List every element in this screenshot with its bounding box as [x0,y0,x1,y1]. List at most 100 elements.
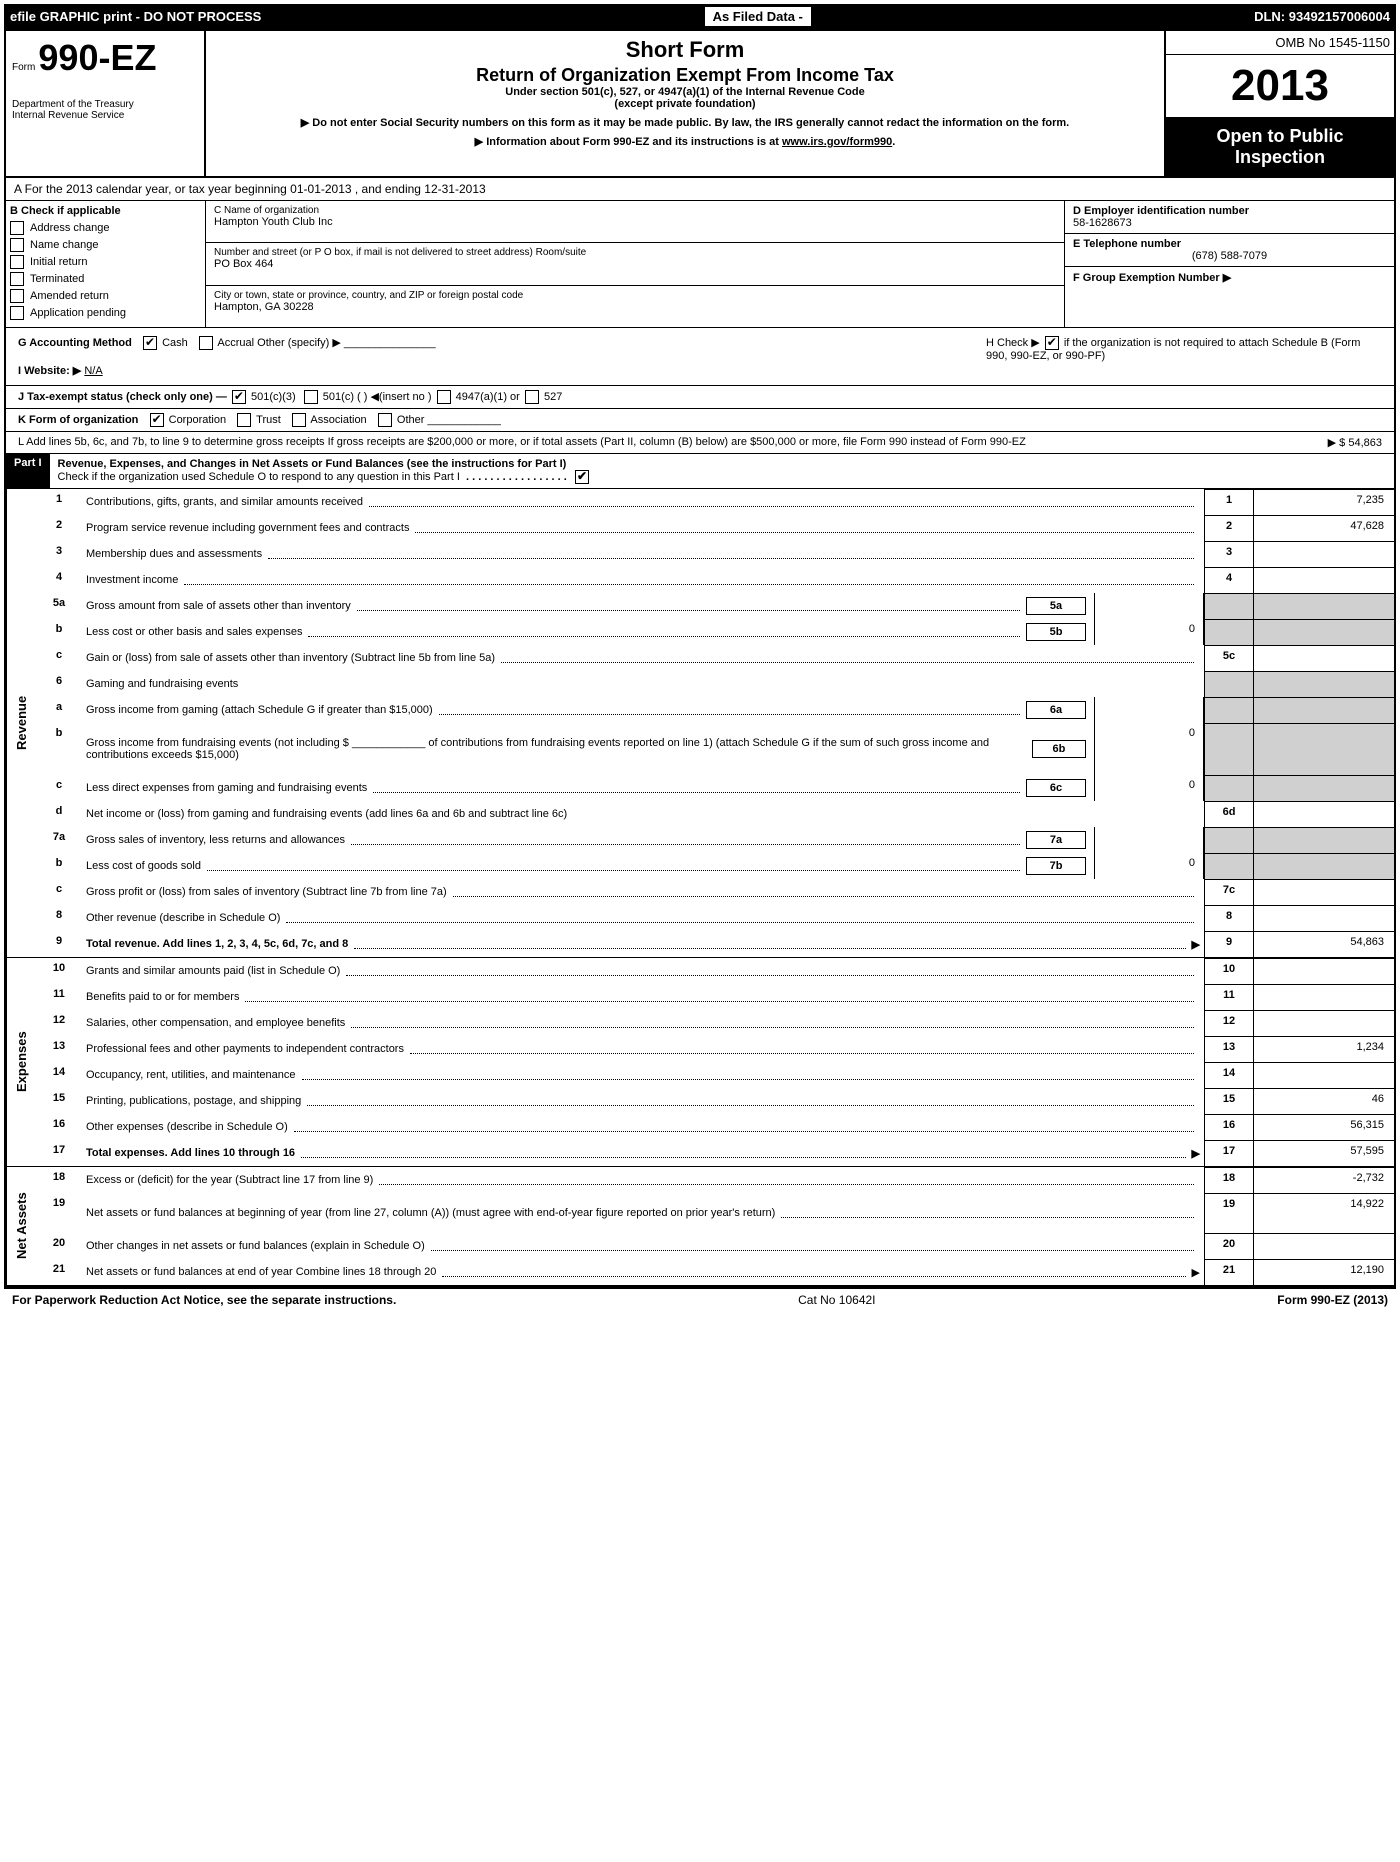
line-box: 5c [1204,645,1254,671]
j-501c3: 501(c)(3) [251,391,296,403]
j-label: J Tax-exempt status (check only one) — [18,391,227,403]
chk-label: Amended return [30,290,109,302]
e-phone-label: E Telephone number [1073,238,1386,250]
row-h: H Check ▶ if the organization is not req… [974,328,1394,385]
note-ssn: ▶ Do not enter Social Security numbers o… [218,116,1152,129]
line-5a: 5a Gross amount from sale of assets othe… [36,593,1394,619]
chk-cash[interactable] [143,336,157,350]
line-4: 4 Investment income 4 [36,567,1394,593]
line-box: 9 [1204,931,1254,957]
line-3: 3 Membership dues and assessments 3 [36,541,1394,567]
line-amt [1254,984,1394,1010]
line-1: 1 Contributions, gifts, grants, and simi… [36,489,1394,515]
part-i-check-note: Check if the organization used Schedule … [58,471,460,483]
chk-assoc[interactable] [292,413,306,427]
chk-terminated[interactable]: Terminated [10,272,201,286]
chk-4947[interactable] [437,390,451,404]
net-assets-section: Net Assets 18 Excess or (deficit) for th… [6,1167,1394,1287]
line-desc: Less cost of goods sold [86,860,201,872]
form-header: Form 990-EZ Department of the Treasury I… [6,31,1394,178]
k-trust: Trust [256,414,281,426]
line-num: 8 [36,905,82,931]
chk-501c3[interactable] [232,390,246,404]
k-label: K Form of organization [18,414,138,426]
line-amt: 54,863 [1254,931,1394,957]
chk-address-change[interactable]: Address change [10,221,201,235]
form-prefix: Form [12,62,35,73]
chk-initial-return[interactable]: Initial return [10,255,201,269]
subval: 0 [1094,619,1204,645]
line-6b: b Gross income from fundraising events (… [36,723,1394,775]
line-desc: Other revenue (describe in Schedule O) [86,912,280,924]
line-desc: Total revenue. Add lines 1, 2, 3, 4, 5c,… [86,938,348,950]
chk-app-pending[interactable]: Application pending [10,306,201,320]
checkbox-icon [10,255,24,269]
chk-501c[interactable] [304,390,318,404]
checkbox-icon [10,238,24,252]
chk-accrual[interactable] [199,336,213,350]
line-box: 6d [1204,801,1254,827]
arrow-icon: ▶ [1192,1147,1200,1160]
efile-topbar: efile GRAPHIC print - DO NOT PROCESS As … [4,4,1396,29]
line-num: 21 [36,1259,82,1285]
line-desc: Gross income from gaming (attach Schedul… [86,704,433,716]
line-box: 3 [1204,541,1254,567]
j-4947: 4947(a)(1) or [456,391,520,403]
l-text: L Add lines 5b, 6c, and 7b, to line 9 to… [18,436,1222,449]
chk-amended[interactable]: Amended return [10,289,201,303]
chk-corp[interactable] [150,413,164,427]
revenue-section: Revenue 1 Contributions, gifts, grants, … [6,489,1394,958]
line-num: 12 [36,1010,82,1036]
line-14: 14 Occupancy, rent, utilities, and maint… [36,1062,1394,1088]
subbox: 6a [1026,701,1086,719]
chk-label: Terminated [30,273,84,285]
subbox: 6b [1032,740,1086,758]
irs-link[interactable]: www.irs.gov/form990 [782,136,892,148]
subbox: 7a [1026,831,1086,849]
chk-schedule-o[interactable] [575,470,589,484]
part-i-header: Part I Revenue, Expenses, and Changes in… [6,454,1394,489]
subval: 0 [1094,853,1204,879]
c-name-label: C Name of organization [214,205,1056,216]
line-num: 17 [36,1140,82,1166]
line-num: b [36,723,82,775]
section-b: B Check if applicable Address change Nam… [6,201,1394,328]
subval [1094,697,1204,723]
line-desc: Gross sales of inventory, less returns a… [86,834,345,846]
line-desc: Other expenses (describe in Schedule O) [86,1121,288,1133]
line-13: 13 Professional fees and other payments … [36,1036,1394,1062]
line-amt-shade [1254,593,1394,619]
line-desc: Benefits paid to or for members [86,991,239,1003]
open-public: Open to Public Inspection [1166,118,1394,176]
header-right: OMB No 1545-1150 2013 Open to Public Ins… [1164,31,1394,176]
line-amt: 14,922 [1254,1193,1394,1233]
line-num: 3 [36,541,82,567]
chk-trust[interactable] [237,413,251,427]
l-amount: ▶ $ 54,863 [1222,436,1382,449]
line-box: 21 [1204,1259,1254,1285]
line-amt: 7,235 [1254,489,1394,515]
line-box: 20 [1204,1233,1254,1259]
line-7a: 7a Gross sales of inventory, less return… [36,827,1394,853]
part-i-title: Revenue, Expenses, and Changes in Net As… [50,454,1394,488]
g-accrual: Accrual Other (specify) ▶ [217,337,340,349]
k-assoc: Association [310,414,366,426]
chk-527[interactable] [525,390,539,404]
page-footer: For Paperwork Reduction Act Notice, see … [4,1289,1396,1311]
line-18: 18 Excess or (deficit) for the year (Sub… [36,1167,1394,1193]
line-num: 18 [36,1167,82,1193]
title-short-form: Short Form [218,37,1152,63]
chk-other[interactable] [378,413,392,427]
line-num: 20 [36,1233,82,1259]
d-ein-value: 58-1628673 [1073,217,1386,229]
line-box: 13 [1204,1036,1254,1062]
line-box: 15 [1204,1088,1254,1114]
line-amt [1254,1010,1394,1036]
line-num: c [36,645,82,671]
chk-name-change[interactable]: Name change [10,238,201,252]
chk-schedule-b[interactable] [1045,336,1059,350]
footer-form: Form 990-EZ (2013) [1277,1293,1388,1307]
line-amt: 46 [1254,1088,1394,1114]
col-c-org: C Name of organization Hampton Youth Clu… [206,201,1064,327]
row-j: J Tax-exempt status (check only one) — 5… [6,386,1394,409]
